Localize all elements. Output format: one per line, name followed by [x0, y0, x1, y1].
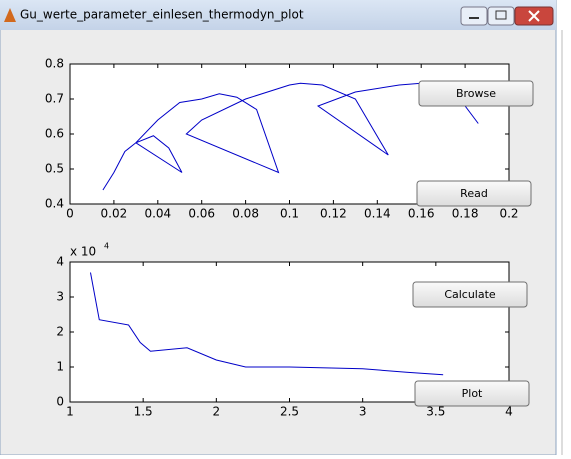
y-tick-label: 4 — [56, 255, 64, 269]
x-tick-label: 0.06 — [188, 207, 215, 221]
x-tick-label: 2.5 — [280, 405, 299, 419]
x-tick-label: 0.08 — [232, 207, 259, 221]
x-tick-label: 1 — [66, 405, 74, 419]
x-tick-label: 1.5 — [134, 405, 153, 419]
x-tick-label: 0.02 — [101, 207, 128, 221]
x-tick-label: 0.2 — [499, 207, 518, 221]
button-face — [418, 80, 534, 107]
maximize-button[interactable] — [487, 6, 515, 26]
x-tick-label: 0.12 — [320, 207, 347, 221]
y-tick-label: 0.7 — [45, 92, 64, 106]
window-title: Gu_werte_parameter_einlesen_thermodyn_pl… — [20, 8, 304, 22]
button-label: Browse — [456, 87, 496, 100]
y-tick-label: 0.8 — [45, 57, 64, 71]
y-tick-label: 3 — [56, 290, 64, 304]
maximize-icon — [495, 10, 507, 20]
x-tick-label: 0.04 — [144, 207, 171, 221]
x-tick-label: 3.5 — [426, 405, 445, 419]
y-tick-label: 0 — [56, 395, 64, 409]
y-tick-label: 0.5 — [45, 162, 64, 176]
button[interactable]: Calculate — [412, 281, 528, 308]
x-tick-label: 0.1 — [280, 207, 299, 221]
x-tick-label: 0.16 — [408, 207, 435, 221]
y-multiplier-exponent: 4 — [104, 242, 109, 251]
button-label: Read — [460, 187, 488, 200]
y-tick-label: 1 — [56, 360, 64, 374]
x-tick-label: 3 — [359, 405, 367, 419]
data-line — [102, 82, 479, 191]
y-tick-label: 0.4 — [45, 197, 64, 211]
y-tick-label: 2 — [56, 325, 64, 339]
button[interactable]: Plot — [414, 380, 530, 407]
y-multiplier: x 10 — [70, 245, 96, 259]
data-line — [89, 272, 444, 376]
x-tick-label: 4 — [505, 405, 513, 419]
x-tick-label: 0.14 — [364, 207, 391, 221]
x-tick-label: 0 — [66, 207, 74, 221]
app-icon — [4, 8, 16, 22]
button-face — [414, 380, 530, 407]
button-label: Calculate — [444, 288, 496, 301]
button-label: Plot — [462, 387, 483, 400]
button[interactable]: Read — [416, 180, 532, 207]
x-tick-label: 0.18 — [452, 207, 479, 221]
x-tick-label: 2 — [213, 405, 221, 419]
button[interactable]: Browse — [418, 80, 534, 107]
minimize-button[interactable] — [460, 6, 488, 26]
y-tick-label: 0.6 — [45, 127, 64, 141]
button-face — [416, 180, 532, 207]
close-icon — [528, 10, 540, 22]
button-face — [412, 281, 528, 308]
